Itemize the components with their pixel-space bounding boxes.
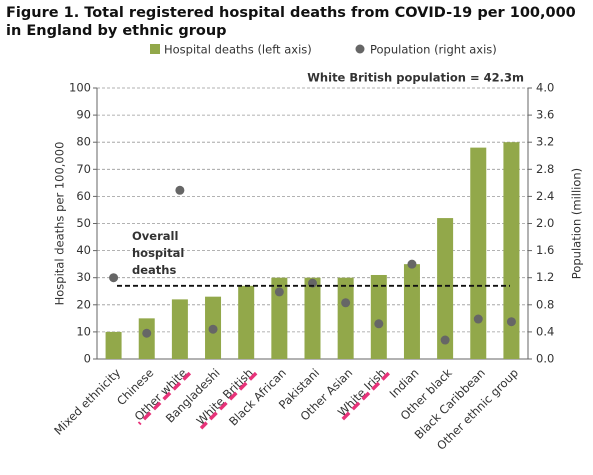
y2-tick-label: 3.6 <box>536 108 554 122</box>
chart-title: Figure 1. Total registered hospital deat… <box>6 5 576 39</box>
population-dot <box>374 319 384 329</box>
population-dot <box>506 317 516 327</box>
bar <box>171 299 188 359</box>
population-dot <box>341 298 351 308</box>
bar <box>105 331 122 359</box>
y2-tick-label: 0.8 <box>536 297 554 311</box>
y-tick-label: 100 <box>69 81 91 95</box>
bar <box>337 277 354 359</box>
legend-swatch <box>150 44 160 54</box>
y-tick-label: 90 <box>76 108 91 122</box>
population-dot <box>407 259 417 269</box>
y2-tick-label: 1.2 <box>536 270 554 284</box>
highlight-underline <box>199 371 258 430</box>
y-tick-label: 60 <box>76 189 91 203</box>
bar <box>403 264 420 359</box>
highlight-underline <box>341 371 390 421</box>
x-tick-label: Mixed ethnicity <box>51 366 123 438</box>
y-tick-label: 40 <box>76 243 91 257</box>
y2-axis-label: Population (million) <box>570 168 584 279</box>
legend-label: Population (right axis) <box>370 43 497 57</box>
legend-label: Hospital deaths (left axis) <box>164 43 312 57</box>
y2-tick-label: 1.6 <box>536 243 554 257</box>
legend-swatch <box>355 44 365 54</box>
y-tick-label: 80 <box>76 135 91 149</box>
reference-label-line: hospital <box>132 245 184 259</box>
y-tick-label: 70 <box>76 162 91 176</box>
bar <box>470 147 487 359</box>
bar <box>304 277 321 359</box>
y-tick-label: 30 <box>76 270 91 284</box>
population-dot <box>274 287 284 297</box>
y2-tick-label: 2.0 <box>536 216 554 230</box>
y2-tick-label: 4.0 <box>536 81 554 95</box>
y2-tick-label: 2.4 <box>536 189 554 203</box>
highlight-underline <box>137 371 192 426</box>
y2-tick-label: 0.4 <box>536 324 554 338</box>
y2-tick-label: 2.8 <box>536 162 554 176</box>
population-dot <box>142 328 152 338</box>
bar <box>238 285 255 359</box>
reference-label: Overall hospital deaths <box>132 228 184 276</box>
y-axis-label: Hospital deaths per 100,000 <box>53 142 67 306</box>
y-tick-label: 0 <box>84 352 91 366</box>
bar <box>138 318 155 359</box>
population-dot <box>208 324 218 334</box>
annotation: White British population = 42.3m <box>307 71 524 85</box>
bar <box>271 277 288 359</box>
bar <box>503 142 520 359</box>
reference-label-line: Overall <box>132 228 178 242</box>
y2-tick-label: 3.2 <box>536 135 554 149</box>
y-tick-label: 50 <box>76 216 91 230</box>
population-dot <box>473 314 483 324</box>
bar <box>370 274 387 359</box>
y-tick-label: 20 <box>76 297 91 311</box>
y-tick-label: 10 <box>76 324 91 338</box>
population-dot <box>175 185 185 195</box>
population-dot <box>109 273 119 283</box>
population-dot <box>440 335 450 345</box>
y2-tick-label: 0.0 <box>536 352 554 366</box>
reference-label-line: deaths <box>132 262 176 276</box>
bar <box>437 218 454 359</box>
